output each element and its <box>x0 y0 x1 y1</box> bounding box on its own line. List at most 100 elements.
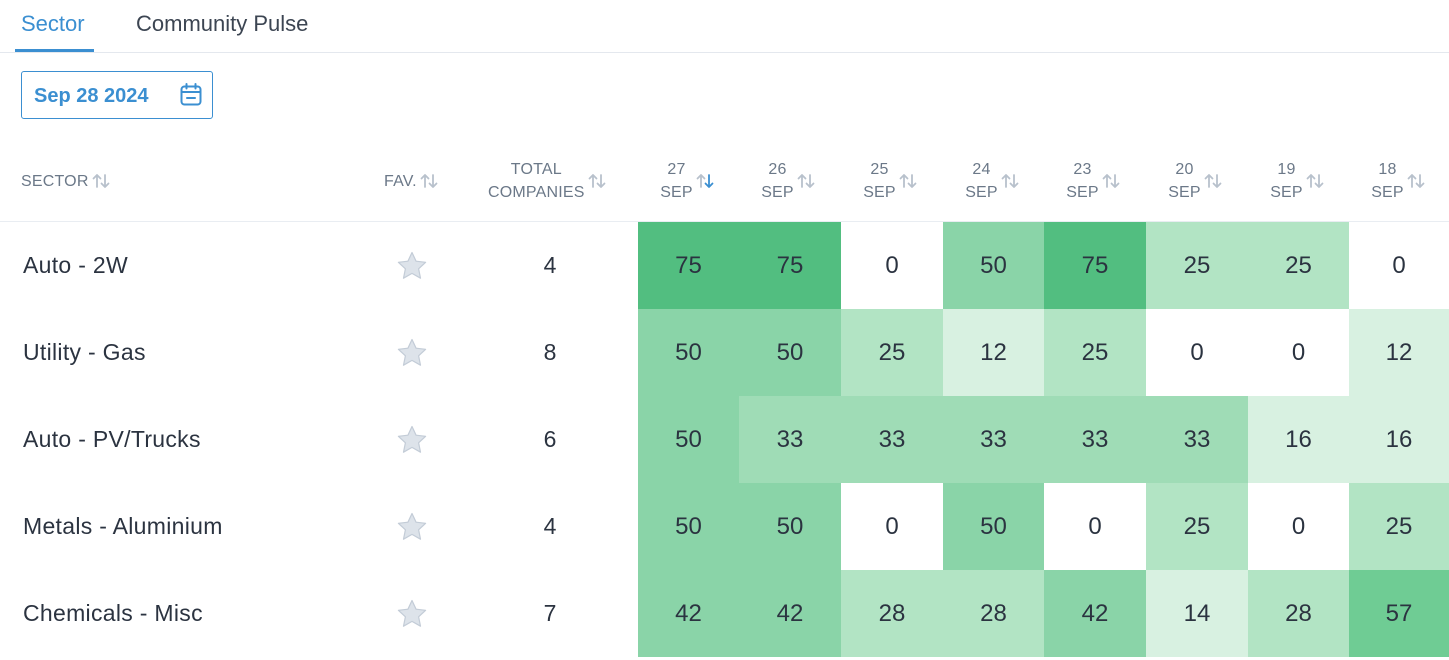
heatmap-cell[interactable]: 75 <box>1044 222 1146 309</box>
column-header-date[interactable]: 26 SEP <box>739 140 840 222</box>
heatmap-cell[interactable]: 50 <box>638 396 739 483</box>
column-header-month: SEP <box>1066 184 1099 201</box>
sector-name[interactable]: Auto - 2W <box>23 252 128 278</box>
sort-icon[interactable] <box>1101 170 1123 192</box>
heatmap-cell[interactable]: 0 <box>1248 309 1349 396</box>
heatmap-cell[interactable]: 50 <box>943 483 1044 570</box>
table-row[interactable]: Utility - Gas 8 50 50 25 12 25 0 0 12 <box>0 309 1449 396</box>
column-header-fav[interactable]: FAV. <box>384 140 454 222</box>
table-row[interactable]: Auto - 2W 4 75 75 0 50 75 25 25 0 <box>0 222 1449 309</box>
heatmap-cell[interactable]: 57 <box>1349 570 1449 657</box>
column-header-sector[interactable]: SECTOR <box>21 140 121 222</box>
tab-sector[interactable]: Sector <box>21 11 85 36</box>
heatmap-cell[interactable]: 25 <box>1146 483 1248 570</box>
sort-icon[interactable] <box>1305 170 1327 192</box>
sector-name[interactable]: Utility - Gas <box>23 339 146 365</box>
sort-icon[interactable] <box>419 170 441 192</box>
column-header-date-label: 25 SEP <box>863 158 896 204</box>
heatmap-cell[interactable]: 25 <box>1248 222 1349 309</box>
heatmap-cell[interactable]: 14 <box>1146 570 1248 657</box>
sort-icon[interactable] <box>587 170 609 192</box>
active-tab-indicator <box>15 49 94 52</box>
calendar-icon[interactable] <box>180 83 202 107</box>
sort-icon[interactable] <box>898 170 920 192</box>
column-header-date-label: 23 SEP <box>1066 158 1099 204</box>
heatmap-cell[interactable]: 16 <box>1349 396 1449 483</box>
star-icon[interactable] <box>396 598 428 630</box>
heatmap-cell[interactable]: 12 <box>943 309 1044 396</box>
column-header-month: SEP <box>965 184 998 201</box>
heatmap-cell[interactable]: 50 <box>638 483 739 570</box>
heatmap-cell[interactable]: 25 <box>1349 483 1449 570</box>
star-icon[interactable] <box>396 511 428 543</box>
column-header-date[interactable]: 23 SEP <box>1044 140 1145 222</box>
star-icon[interactable] <box>396 337 428 369</box>
star-icon[interactable] <box>396 250 428 282</box>
heatmap-cell[interactable]: 50 <box>943 222 1044 309</box>
star-icon[interactable] <box>396 424 428 456</box>
column-header-date[interactable]: 20 SEP <box>1146 140 1247 222</box>
column-header-date[interactable]: 25 SEP <box>841 140 942 222</box>
column-header-date[interactable]: 18 SEP <box>1349 140 1449 222</box>
sort-icon[interactable] <box>695 170 717 192</box>
heatmap-cell[interactable]: 33 <box>943 396 1044 483</box>
heatmap-cell[interactable]: 28 <box>841 570 943 657</box>
total-companies: 7 <box>543 600 557 626</box>
heatmap-cell[interactable]: 50 <box>739 483 841 570</box>
column-header-day: 20 <box>1175 161 1194 178</box>
column-header-day: 23 <box>1073 161 1092 178</box>
column-header-date[interactable]: 24 SEP <box>943 140 1044 222</box>
heatmap-cell[interactable]: 25 <box>1146 222 1248 309</box>
column-header-month: SEP <box>660 184 693 201</box>
heatmap-cell[interactable]: 33 <box>1146 396 1248 483</box>
sector-name[interactable]: Chemicals - Misc <box>23 600 203 626</box>
column-header-day: 25 <box>870 161 889 178</box>
heatmap-cell[interactable]: 28 <box>1248 570 1349 657</box>
heatmap-cell[interactable]: 42 <box>739 570 841 657</box>
heatmap-cell[interactable]: 0 <box>841 483 943 570</box>
heatmap-cell[interactable]: 33 <box>739 396 841 483</box>
table-row[interactable]: Metals - Aluminium 4 50 50 0 50 0 25 0 25 <box>0 483 1449 570</box>
column-header-date-label: 20 SEP <box>1168 158 1201 204</box>
heatmap-cell[interactable]: 42 <box>638 570 739 657</box>
heatmap-cell[interactable]: 75 <box>638 222 739 309</box>
heatmap-cell[interactable]: 0 <box>841 222 943 309</box>
heatmap-cell[interactable]: 50 <box>638 309 739 396</box>
heatmap-cell[interactable]: 25 <box>841 309 943 396</box>
column-header-day: 24 <box>972 161 991 178</box>
column-header-day: 27 <box>667 161 686 178</box>
column-header-date[interactable]: 19 SEP <box>1248 140 1349 222</box>
column-header-date-label: 24 SEP <box>965 158 998 204</box>
date-picker[interactable]: Sep 28 2024 <box>21 71 213 119</box>
heatmap-cell[interactable]: 0 <box>1044 483 1146 570</box>
heatmap-cell[interactable]: 75 <box>739 222 841 309</box>
heatmap-cell[interactable]: 28 <box>943 570 1044 657</box>
heatmap-cell[interactable]: 0 <box>1248 483 1349 570</box>
sort-icon[interactable] <box>91 170 113 192</box>
heatmap-cell[interactable]: 50 <box>739 309 841 396</box>
heatmap-cell[interactable]: 33 <box>1044 396 1146 483</box>
tab-community-pulse[interactable]: Community Pulse <box>136 11 309 36</box>
sort-icon[interactable] <box>1406 170 1428 192</box>
heatmap-cell[interactable]: 12 <box>1349 309 1449 396</box>
sort-icon[interactable] <box>1000 170 1022 192</box>
table-header: SECTOR FAV. TOTAL COMPANIES 27 SEP 26 SEP 25… <box>0 140 1449 222</box>
column-header-month: SEP <box>1168 184 1201 201</box>
heatmap-cell[interactable]: 33 <box>841 396 943 483</box>
sector-name[interactable]: Metals - Aluminium <box>23 513 223 539</box>
column-header-total-companies[interactable]: TOTAL COMPANIES <box>488 140 628 222</box>
column-header-date-label: 18 SEP <box>1371 158 1404 204</box>
heatmap-cell[interactable]: 16 <box>1248 396 1349 483</box>
heatmap-cell[interactable]: 42 <box>1044 570 1146 657</box>
sort-icon[interactable] <box>1203 170 1225 192</box>
sector-name[interactable]: Auto - PV/Trucks <box>23 426 201 452</box>
date-picker-value: Sep 28 2024 <box>34 85 149 107</box>
sort-icon[interactable] <box>796 170 818 192</box>
table-row[interactable]: Chemicals - Misc 7 42 42 28 28 42 14 28 57 <box>0 570 1449 657</box>
heatmap-cell[interactable]: 25 <box>1044 309 1146 396</box>
column-header-date[interactable]: 27 SEP <box>638 140 739 222</box>
table-row[interactable]: Auto - PV/Trucks 6 50 33 33 33 33 33 16 16 <box>0 396 1449 483</box>
heatmap-cell[interactable]: 0 <box>1349 222 1449 309</box>
column-header-date-label: 26 SEP <box>761 158 794 204</box>
heatmap-cell[interactable]: 0 <box>1146 309 1248 396</box>
